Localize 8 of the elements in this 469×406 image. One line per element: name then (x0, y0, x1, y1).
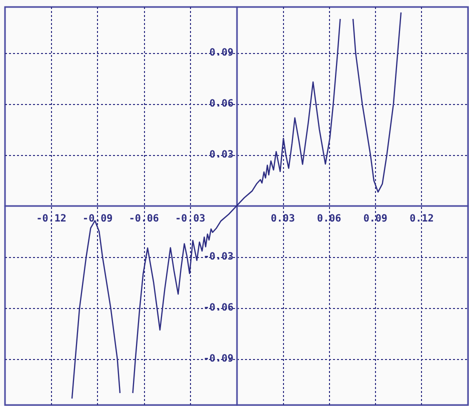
x-tick-label: -0.09 (82, 214, 113, 224)
x-tick-label: -0.12 (36, 214, 66, 224)
x-tick-label: 0.06 (317, 214, 342, 224)
x-tick-label: 0.12 (410, 214, 434, 224)
x-tick-label: 0.09 (363, 214, 388, 224)
x-tick-label: -0.03 (175, 214, 206, 224)
x-tick-label: 0.03 (270, 214, 295, 224)
x-tick-label: -0.06 (128, 214, 159, 224)
